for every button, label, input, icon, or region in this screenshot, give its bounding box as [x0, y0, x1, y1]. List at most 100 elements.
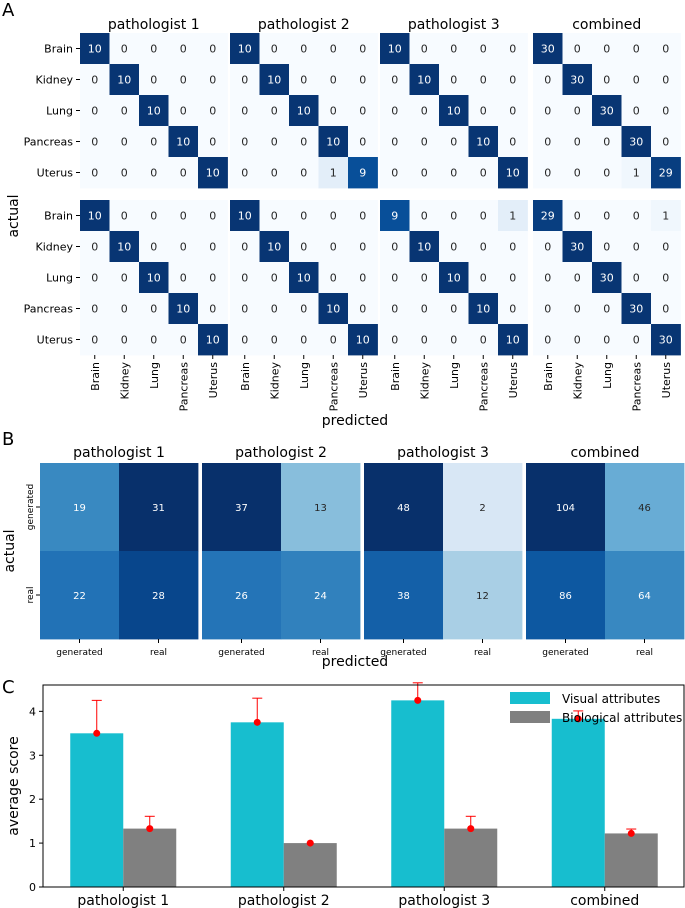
panel-a-cell	[168, 293, 199, 325]
panel-a-cell-value: 10	[476, 136, 490, 149]
panel-a-cell-value: 0	[480, 167, 487, 180]
panel-a-cell	[348, 324, 378, 356]
panel-a-cell-value: 10	[176, 136, 190, 149]
panel-a-col-label: Pancreas	[177, 362, 190, 412]
panel-b-col-label: generated	[56, 648, 103, 658]
panel-a-cell-value: 0	[150, 167, 157, 180]
panel-a-cell	[259, 95, 290, 127]
panel-a-cell-value: 0	[180, 210, 187, 223]
panel-a-cell-value: 0	[421, 136, 428, 149]
panel-a-cell-value: 10	[117, 74, 131, 87]
panel-a-row-label: Brain	[44, 43, 73, 56]
panel-b-cell	[443, 551, 523, 640]
panel-a-cell	[318, 33, 349, 65]
panel-a-cell-value: 0	[121, 136, 128, 149]
panel-a-cell-value: 0	[633, 272, 640, 285]
panel-a-cell-value: 0	[121, 105, 128, 118]
panel-a-cell	[139, 64, 169, 96]
panel-a-cell	[651, 95, 681, 127]
panel-b-cell-value: 37	[235, 503, 248, 514]
panel-a-cell	[380, 262, 410, 294]
panel-a-cell	[651, 33, 681, 65]
panel-a-cell-value: 0	[450, 43, 457, 56]
panel-b-cell	[526, 463, 606, 552]
panel-a-cell-value: 0	[574, 43, 581, 56]
panel-a-cell-value: 0	[271, 334, 278, 347]
panel-a-cell	[348, 157, 378, 189]
panel-a-cell	[468, 231, 499, 263]
panel-a-cell-value: 0	[574, 136, 581, 149]
panel-b-cell-value: 22	[73, 591, 86, 602]
panel-a-cell-value: 0	[603, 303, 610, 316]
panel-a-col-label: Brain	[89, 362, 102, 391]
panel-c-bar	[283, 843, 337, 887]
panel-a-cell	[139, 324, 169, 356]
panel-a-cell	[230, 64, 260, 96]
panel-a-cell-value: 0	[209, 241, 216, 254]
panel-a-cell	[318, 64, 349, 96]
panel-a-cell-value: 0	[574, 167, 581, 180]
panel-a-cell-value: 0	[662, 272, 669, 285]
panel-a-cell-value: 0	[150, 210, 157, 223]
panel-a-cell	[289, 324, 319, 356]
panel-a-cell	[139, 95, 169, 127]
panel-a-cell	[533, 95, 563, 127]
panel-a-cell	[80, 126, 110, 158]
panel-a-cell	[409, 64, 440, 96]
panel-a-cell	[439, 157, 469, 189]
panel-b-cell-value: 13	[314, 503, 327, 514]
panel-a-cell	[80, 33, 110, 65]
panel-a-cell-value: 0	[241, 136, 248, 149]
panel-a-cell-value: 0	[330, 210, 337, 223]
panel-c-y-tick-label: 1	[29, 837, 36, 850]
panel-a-cell-value: 30	[629, 303, 643, 316]
panel-a-cell	[533, 33, 563, 65]
panel-b-cell-value: 48	[397, 503, 410, 514]
panel-b-row-label: real	[26, 586, 36, 603]
panel-a-title: combined	[572, 17, 641, 33]
panel-a-cell	[380, 64, 410, 96]
panel-a-cell-value: 0	[509, 241, 516, 254]
panel-a-cell	[230, 157, 260, 189]
panel-a-cell	[139, 126, 169, 158]
panel-a-cell	[289, 293, 319, 325]
panel-b-cell	[364, 551, 444, 640]
panel-b-cell	[605, 551, 685, 640]
panel-a-cell-value: 0	[150, 241, 157, 254]
panel-a-cell	[289, 95, 319, 127]
panel-a-cell	[409, 324, 440, 356]
panel-a-cell	[651, 157, 681, 189]
panel-a-cell	[139, 231, 169, 263]
panel-a-cell-value: 0	[121, 210, 128, 223]
panel-a-cell	[289, 126, 319, 158]
panel-b-cell	[202, 551, 282, 640]
panel-a-cell-value: 0	[91, 105, 98, 118]
panel-a-cell	[289, 231, 319, 263]
panel-a-cell	[621, 126, 652, 158]
panel-a-cell-value: 0	[450, 334, 457, 347]
panel-a-cell	[168, 200, 199, 232]
panel-a-cell	[259, 324, 290, 356]
panel-a-cell	[651, 200, 681, 232]
panel-a-cell-value: 0	[180, 43, 187, 56]
panel-a-cell-value: 0	[603, 136, 610, 149]
panel-a-cell-value: 10	[267, 241, 281, 254]
panel-b-cell	[40, 551, 120, 640]
panel-a-title: pathologist 1	[108, 17, 200, 33]
panel-a-cell	[318, 262, 349, 294]
panel-a-cell-value: 10	[326, 303, 340, 316]
panel-a-cell-value: 0	[603, 241, 610, 254]
panel-a-cell-value: 0	[300, 43, 307, 56]
panel-a-cell	[468, 262, 499, 294]
panel-a-col-label: Lung	[148, 362, 161, 389]
panel-a-cell	[318, 231, 349, 263]
panel-a-cell-value: 0	[633, 74, 640, 87]
panel-a-cell-value: 0	[509, 272, 516, 285]
panel-a-cell-value: 0	[662, 136, 669, 149]
panel-b-cell-value: 46	[638, 503, 651, 514]
panel-a-cell	[621, 262, 652, 294]
panel-a-cell-value: 30	[570, 241, 584, 254]
panel-a-cell	[168, 231, 199, 263]
panel-a-cell-value: 0	[421, 272, 428, 285]
panel-a-cell	[498, 262, 528, 294]
